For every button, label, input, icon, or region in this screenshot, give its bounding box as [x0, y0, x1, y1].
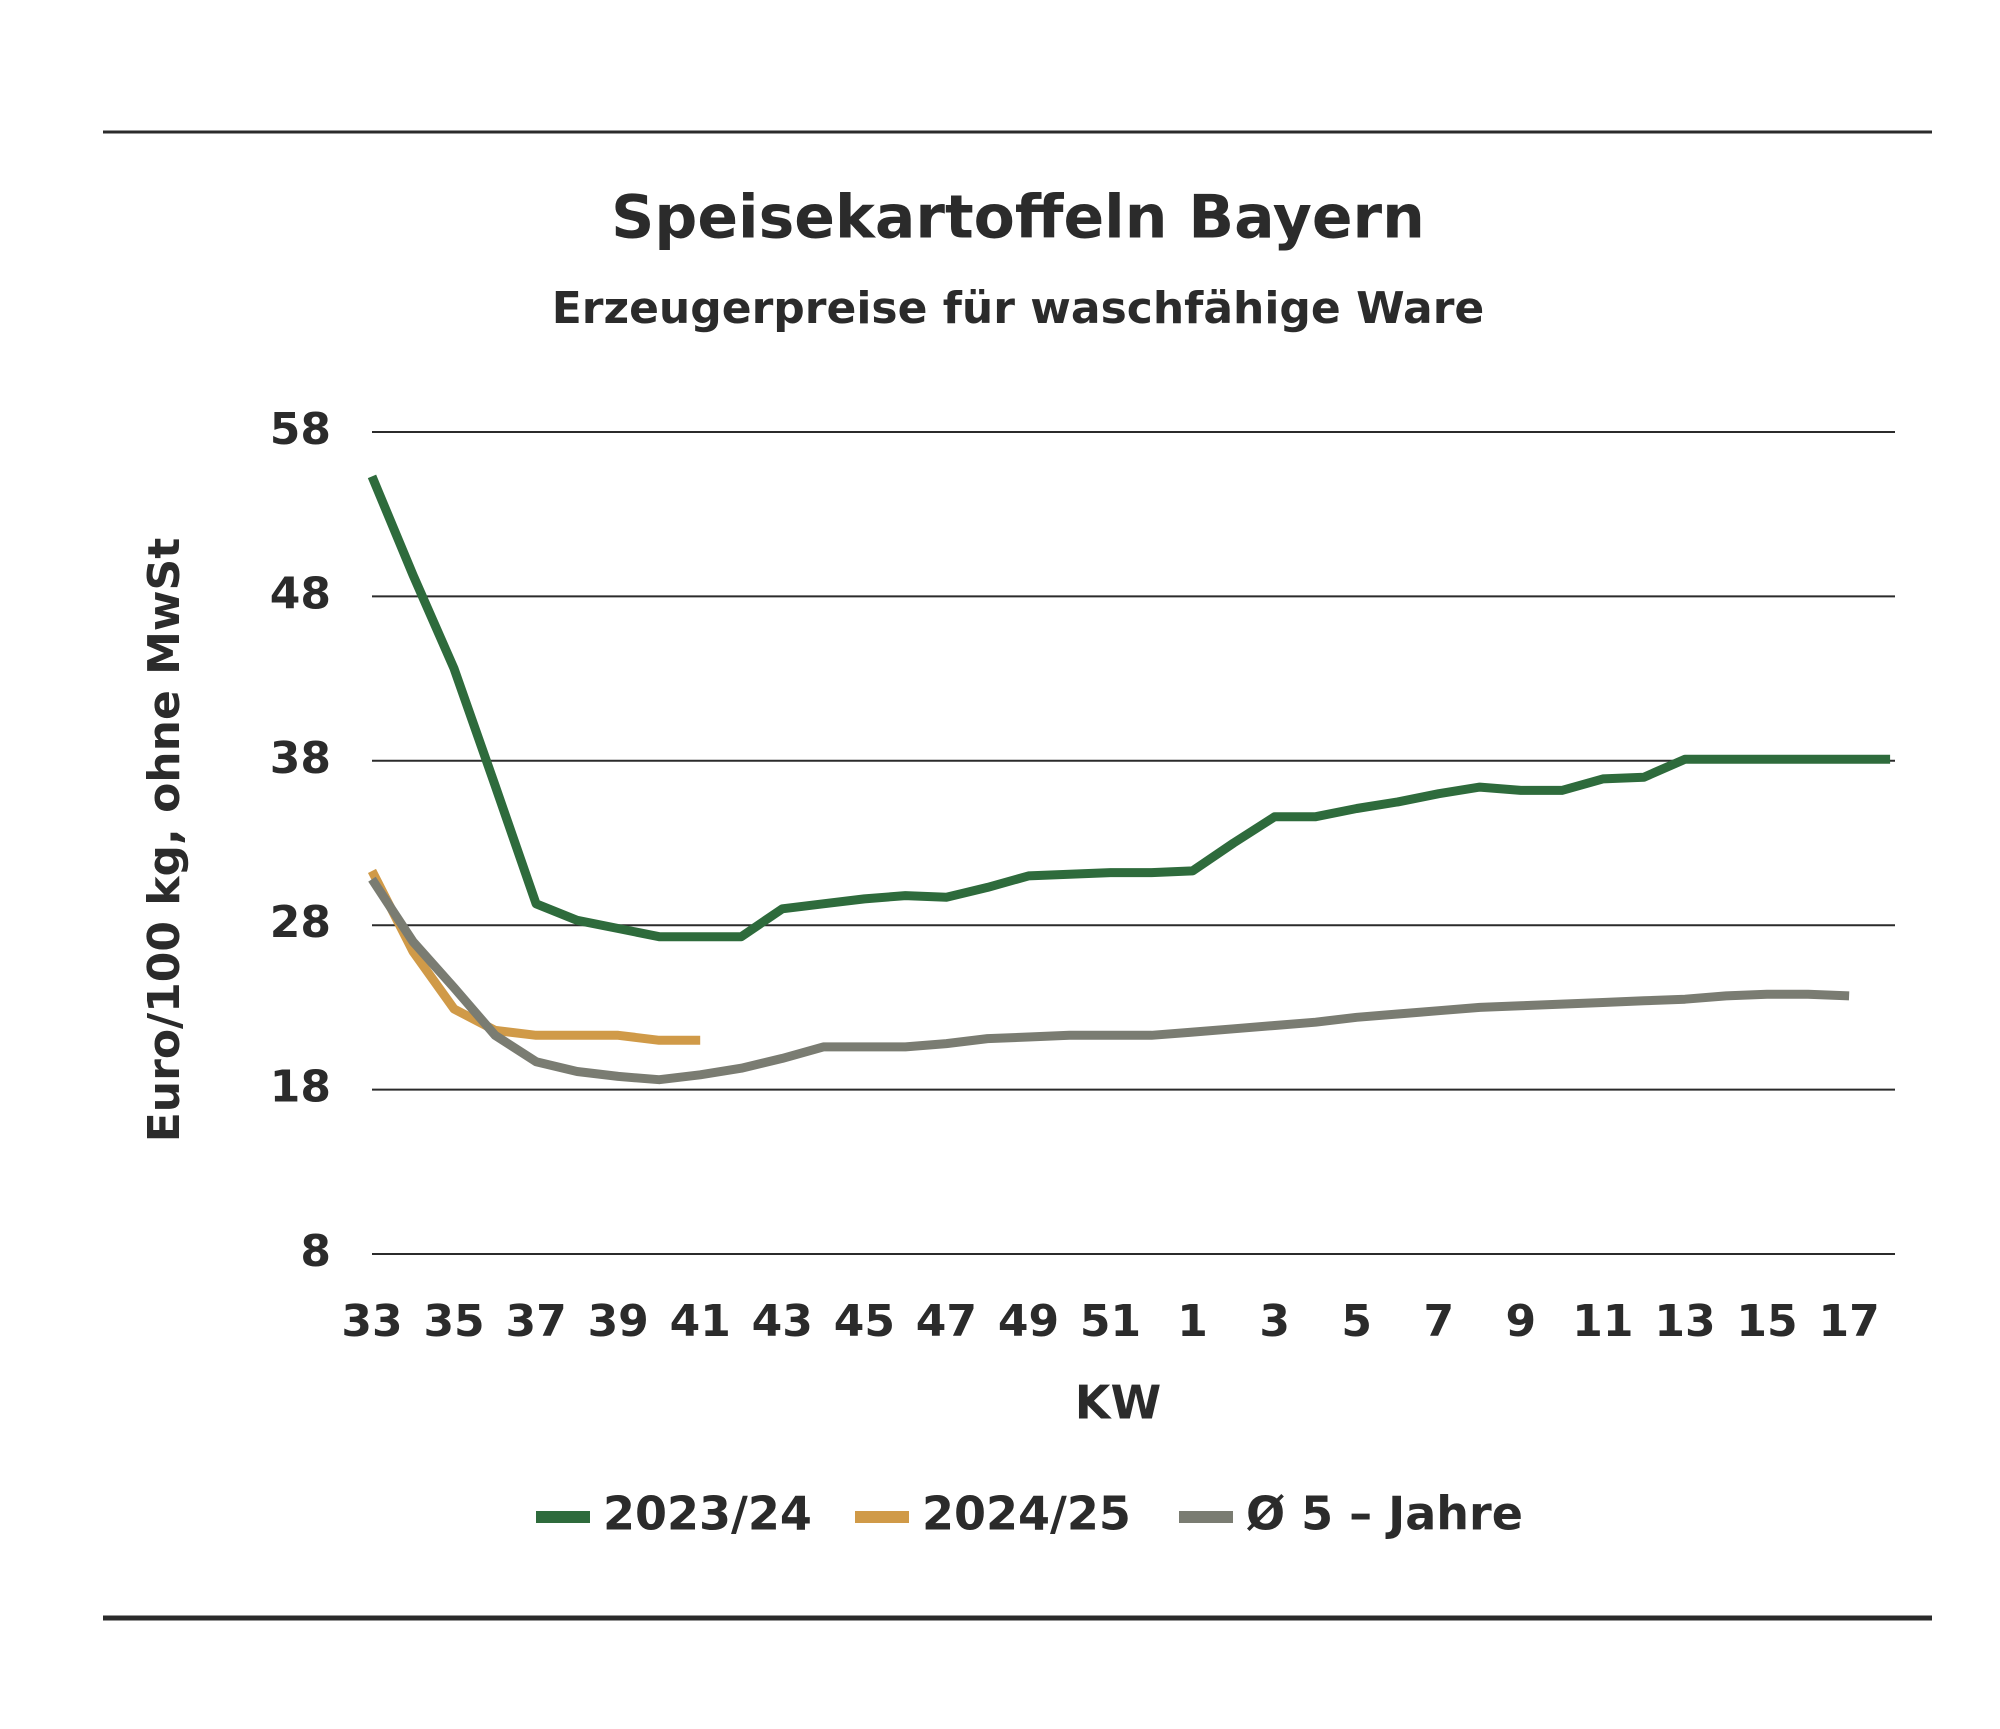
chart-title: Speisekartoffeln Bayern: [611, 183, 1425, 253]
y-tick-label: 58: [270, 404, 331, 455]
chart-subtitle: Erzeugerpreise für waschfähige Ware: [552, 283, 1485, 334]
x-tick-label: 13: [1654, 1296, 1715, 1347]
y-tick-label: 38: [270, 733, 331, 784]
x-axis-label: KW: [1075, 1376, 1161, 1430]
y-tick-label: 8: [300, 1226, 331, 1277]
x-tick-label: 37: [506, 1296, 567, 1347]
x-tick-label: 39: [588, 1296, 649, 1347]
legend-label: 2023/24: [603, 1487, 812, 1541]
x-tick-label: 47: [916, 1296, 977, 1347]
x-tick-label: 45: [834, 1296, 895, 1347]
x-tick-label: 3: [1259, 1296, 1290, 1347]
x-tick-label: 43: [752, 1296, 813, 1347]
x-tick-label: 9: [1506, 1296, 1537, 1347]
x-tick-label: 11: [1572, 1296, 1633, 1347]
x-tick-label: 41: [670, 1296, 731, 1347]
x-tick-label: 5: [1341, 1296, 1372, 1347]
x-tick-label: 51: [1080, 1296, 1141, 1347]
x-tick-label: 49: [998, 1296, 1059, 1347]
y-tick-label: 28: [270, 897, 331, 948]
line-series: [368, 876, 1850, 1085]
x-tick-label: 15: [1736, 1296, 1797, 1347]
legend-label: 2024/25: [922, 1487, 1131, 1541]
x-tick-label: 7: [1423, 1296, 1454, 1347]
x-tick-label: 35: [423, 1296, 484, 1347]
y-tick-label: 18: [270, 1062, 331, 1113]
x-tick-label: 17: [1818, 1296, 1879, 1347]
y-axis-label: Euro/100 kg, ohne MwSt: [139, 538, 190, 1143]
legend-label: Ø 5 – Jahre: [1246, 1487, 1523, 1541]
x-tick-label: 1: [1177, 1296, 1208, 1347]
x-tick-label: 33: [341, 1296, 402, 1347]
line-series: [367, 474, 1891, 942]
line-series: [367, 868, 701, 1045]
y-tick-label: 48: [270, 568, 331, 619]
